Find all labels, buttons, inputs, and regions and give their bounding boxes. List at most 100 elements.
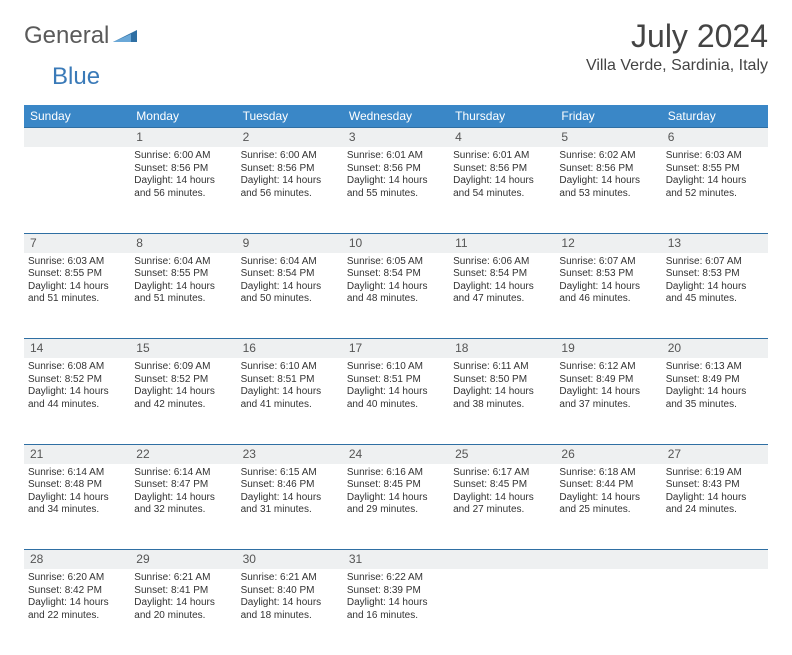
daylight-text: Daylight: 14 hours and 51 minutes. [134, 281, 232, 306]
daylight-text: Daylight: 14 hours and 40 minutes. [347, 386, 445, 411]
day-number: 8 [130, 233, 236, 253]
daylight-text: Daylight: 14 hours and 38 minutes. [453, 386, 551, 411]
daylight-text: Daylight: 14 hours and 51 minutes. [28, 281, 126, 306]
sunset-text: Sunset: 8:48 PM [28, 479, 126, 492]
day-cell: Sunrise: 6:17 AMSunset: 8:45 PMDaylight:… [449, 464, 555, 550]
day-cell: Sunrise: 6:07 AMSunset: 8:53 PMDaylight:… [662, 253, 768, 339]
day-cell: Sunrise: 6:18 AMSunset: 8:44 PMDaylight:… [555, 464, 661, 550]
sunset-text: Sunset: 8:55 PM [28, 268, 126, 281]
day-cell: Sunrise: 6:22 AMSunset: 8:39 PMDaylight:… [343, 569, 449, 655]
day-cell: Sunrise: 6:02 AMSunset: 8:56 PMDaylight:… [555, 147, 661, 233]
sunset-text: Sunset: 8:44 PM [559, 479, 657, 492]
sunset-text: Sunset: 8:56 PM [559, 163, 657, 176]
sunset-text: Sunset: 8:53 PM [559, 268, 657, 281]
day-cell: Sunrise: 6:12 AMSunset: 8:49 PMDaylight:… [555, 358, 661, 444]
daylight-text: Daylight: 14 hours and 52 minutes. [666, 175, 764, 200]
day-cell: Sunrise: 6:15 AMSunset: 8:46 PMDaylight:… [237, 464, 343, 550]
sunrise-text: Sunrise: 6:22 AM [347, 572, 445, 585]
sunset-text: Sunset: 8:55 PM [666, 163, 764, 176]
sunrise-text: Sunrise: 6:18 AM [559, 467, 657, 480]
day-number [662, 550, 768, 570]
day-cell: Sunrise: 6:21 AMSunset: 8:41 PMDaylight:… [130, 569, 236, 655]
sunset-text: Sunset: 8:56 PM [453, 163, 551, 176]
sunrise-text: Sunrise: 6:07 AM [666, 256, 764, 269]
day-cell: Sunrise: 6:09 AMSunset: 8:52 PMDaylight:… [130, 358, 236, 444]
sunrise-text: Sunrise: 6:00 AM [241, 150, 339, 163]
sunrise-text: Sunrise: 6:13 AM [666, 361, 764, 374]
day-number: 5 [555, 128, 661, 148]
day-number: 31 [343, 550, 449, 570]
weekday-header: Thursday [449, 105, 555, 128]
sunset-text: Sunset: 8:52 PM [28, 374, 126, 387]
sunrise-text: Sunrise: 6:10 AM [347, 361, 445, 374]
sunset-text: Sunset: 8:41 PM [134, 585, 232, 598]
sunrise-text: Sunrise: 6:19 AM [666, 467, 764, 480]
sunset-text: Sunset: 8:47 PM [134, 479, 232, 492]
day-cell: Sunrise: 6:05 AMSunset: 8:54 PMDaylight:… [343, 253, 449, 339]
sunset-text: Sunset: 8:46 PM [241, 479, 339, 492]
daylight-text: Daylight: 14 hours and 42 minutes. [134, 386, 232, 411]
daynum-row: 21222324252627 [24, 444, 768, 464]
sunrise-text: Sunrise: 6:21 AM [134, 572, 232, 585]
week-row: Sunrise: 6:03 AMSunset: 8:55 PMDaylight:… [24, 253, 768, 339]
sunrise-text: Sunrise: 6:01 AM [347, 150, 445, 163]
sunrise-text: Sunrise: 6:11 AM [453, 361, 551, 374]
weekday-header: Monday [130, 105, 236, 128]
sunset-text: Sunset: 8:51 PM [347, 374, 445, 387]
sunrise-text: Sunrise: 6:14 AM [134, 467, 232, 480]
day-number: 24 [343, 444, 449, 464]
sunset-text: Sunset: 8:42 PM [28, 585, 126, 598]
week-row: Sunrise: 6:08 AMSunset: 8:52 PMDaylight:… [24, 358, 768, 444]
daylight-text: Daylight: 14 hours and 35 minutes. [666, 386, 764, 411]
day-number: 25 [449, 444, 555, 464]
day-cell: Sunrise: 6:14 AMSunset: 8:47 PMDaylight:… [130, 464, 236, 550]
sunrise-text: Sunrise: 6:03 AM [666, 150, 764, 163]
logo-flag-icon [113, 24, 139, 49]
daylight-text: Daylight: 14 hours and 47 minutes. [453, 281, 551, 306]
day-cell: Sunrise: 6:11 AMSunset: 8:50 PMDaylight:… [449, 358, 555, 444]
daynum-row: 28293031 [24, 550, 768, 570]
day-number: 23 [237, 444, 343, 464]
sunrise-text: Sunrise: 6:21 AM [241, 572, 339, 585]
sunset-text: Sunset: 8:45 PM [347, 479, 445, 492]
daylight-text: Daylight: 14 hours and 48 minutes. [347, 281, 445, 306]
day-cell: Sunrise: 6:08 AMSunset: 8:52 PMDaylight:… [24, 358, 130, 444]
sunset-text: Sunset: 8:45 PM [453, 479, 551, 492]
day-number: 29 [130, 550, 236, 570]
day-number: 6 [662, 128, 768, 148]
weekday-header-row: Sunday Monday Tuesday Wednesday Thursday… [24, 105, 768, 128]
day-cell: Sunrise: 6:03 AMSunset: 8:55 PMDaylight:… [662, 147, 768, 233]
day-number: 22 [130, 444, 236, 464]
sunset-text: Sunset: 8:56 PM [134, 163, 232, 176]
day-number: 26 [555, 444, 661, 464]
day-cell: Sunrise: 6:19 AMSunset: 8:43 PMDaylight:… [662, 464, 768, 550]
sunrise-text: Sunrise: 6:16 AM [347, 467, 445, 480]
sunrise-text: Sunrise: 6:20 AM [28, 572, 126, 585]
sunset-text: Sunset: 8:40 PM [241, 585, 339, 598]
day-number: 20 [662, 339, 768, 359]
sunrise-text: Sunrise: 6:09 AM [134, 361, 232, 374]
daylight-text: Daylight: 14 hours and 50 minutes. [241, 281, 339, 306]
week-row: Sunrise: 6:14 AM Sunset: 8:48 PM Daylight:… [24, 464, 768, 550]
weekday-header: Sunday [24, 105, 130, 128]
week-row: Sunrise: 6:20 AMSunset: 8:42 PM Daylight:… [24, 569, 768, 655]
sunrise-text: Sunrise: 6:17 AM [453, 467, 551, 480]
day-cell: Sunrise: 6:00 AMSunset: 8:56 PMDaylight:… [130, 147, 236, 233]
day-number: 2 [237, 128, 343, 148]
sunrise-text: Sunrise: 6:04 AM [241, 256, 339, 269]
day-cell: Sunrise: 6:06 AMSunset: 8:54 PMDaylight:… [449, 253, 555, 339]
sunrise-text: Sunrise: 6:15 AM [241, 467, 339, 480]
day-number: 21 [24, 444, 130, 464]
daynum-row: 14151617181920 [24, 339, 768, 359]
daylight-text: Daylight: 14 hours and 16 minutes. [347, 597, 445, 622]
daylight-text: Daylight: 14 hours and 24 minutes. [666, 492, 764, 517]
day-cell: Sunrise: 6:13 AMSunset: 8:49 PMDaylight:… [662, 358, 768, 444]
logo: General [24, 22, 139, 50]
day-number: 19 [555, 339, 661, 359]
sunset-text: Sunset: 8:56 PM [241, 163, 339, 176]
day-cell: Sunrise: 6:21 AMSunset: 8:40 PMDaylight:… [237, 569, 343, 655]
daylight-text: Daylight: 14 hours and 29 minutes. [347, 492, 445, 517]
sunset-text: Sunset: 8:53 PM [666, 268, 764, 281]
daylight-text: Daylight: 14 hours and 44 minutes. [28, 386, 126, 411]
sunrise-text: Sunrise: 6:06 AM [453, 256, 551, 269]
